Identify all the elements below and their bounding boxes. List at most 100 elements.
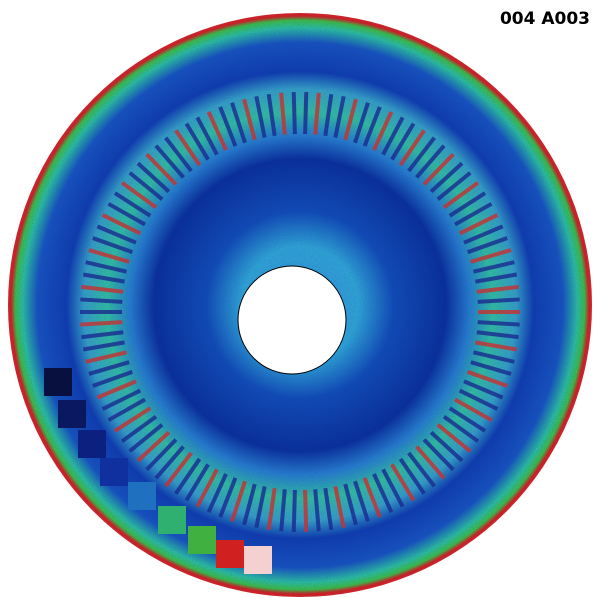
slot	[407, 136, 436, 173]
slot	[82, 272, 125, 284]
square	[58, 400, 86, 428]
slot	[80, 320, 123, 327]
slot	[81, 330, 124, 340]
slot	[254, 95, 267, 138]
slot	[407, 451, 436, 488]
slot	[436, 171, 472, 201]
slot	[88, 248, 130, 264]
slot	[448, 191, 487, 218]
slot	[101, 213, 142, 236]
slot	[120, 181, 158, 209]
slot	[470, 248, 512, 264]
image-label: 004 A003	[500, 9, 590, 29]
slot	[390, 122, 416, 161]
slot	[107, 202, 146, 227]
slot	[381, 468, 405, 508]
slot	[184, 463, 210, 502]
square	[216, 540, 244, 568]
slot	[136, 161, 171, 194]
slot	[154, 144, 185, 179]
slot	[470, 360, 512, 376]
slot	[88, 360, 130, 376]
slot	[85, 260, 128, 274]
slot	[442, 181, 480, 209]
slot	[82, 340, 125, 352]
slot	[279, 92, 287, 135]
slot	[242, 483, 257, 526]
slot	[313, 489, 321, 532]
slot	[429, 430, 464, 463]
slot	[303, 92, 309, 135]
slot	[128, 171, 164, 201]
slot	[475, 340, 518, 352]
slot	[80, 297, 123, 304]
slot	[85, 350, 128, 364]
slot	[463, 379, 504, 400]
slot	[442, 415, 480, 443]
slot	[476, 330, 519, 340]
slot	[107, 397, 146, 422]
slot	[323, 487, 334, 531]
slot	[113, 406, 152, 433]
slot	[218, 106, 238, 147]
slot	[206, 473, 228, 513]
slot	[174, 457, 202, 495]
slot	[92, 236, 134, 255]
slot	[266, 487, 277, 531]
slot	[323, 93, 334, 137]
slot	[206, 111, 228, 151]
slot	[242, 98, 257, 141]
slot	[422, 152, 455, 186]
slot	[372, 473, 394, 513]
calibration-squares	[44, 368, 272, 574]
slot	[136, 430, 171, 463]
slot	[458, 388, 499, 411]
slot	[303, 489, 309, 532]
slot	[343, 98, 358, 141]
slot	[333, 95, 346, 138]
slot	[254, 486, 267, 529]
slot	[390, 463, 416, 502]
slot	[415, 144, 446, 179]
slot	[475, 272, 518, 284]
slot	[174, 129, 202, 167]
slot	[96, 224, 137, 245]
slot	[476, 284, 519, 294]
square	[100, 458, 128, 486]
slot	[458, 213, 499, 236]
square	[44, 368, 72, 396]
slot	[362, 106, 382, 147]
slot	[372, 111, 394, 151]
slot	[454, 202, 493, 227]
slot	[415, 445, 446, 480]
slot	[472, 350, 515, 364]
slot	[343, 483, 358, 526]
slot	[472, 260, 515, 274]
slot	[477, 320, 520, 327]
slot	[291, 92, 297, 135]
slot-ring	[80, 92, 520, 532]
slot	[113, 191, 152, 218]
slot	[96, 379, 137, 400]
slot	[266, 93, 277, 137]
slot	[279, 489, 287, 532]
slot	[429, 161, 464, 194]
slot	[230, 102, 247, 144]
slot	[353, 102, 370, 144]
slot	[81, 284, 124, 294]
slot	[477, 297, 520, 304]
slot	[398, 129, 426, 167]
square	[244, 546, 272, 574]
slot	[353, 480, 370, 522]
slot	[164, 451, 193, 488]
slot	[463, 224, 504, 245]
slot	[164, 136, 193, 173]
slot	[101, 388, 142, 411]
slot	[145, 438, 178, 472]
slot	[92, 369, 134, 388]
slot	[291, 489, 297, 532]
slot	[466, 236, 508, 255]
slot	[422, 438, 455, 472]
